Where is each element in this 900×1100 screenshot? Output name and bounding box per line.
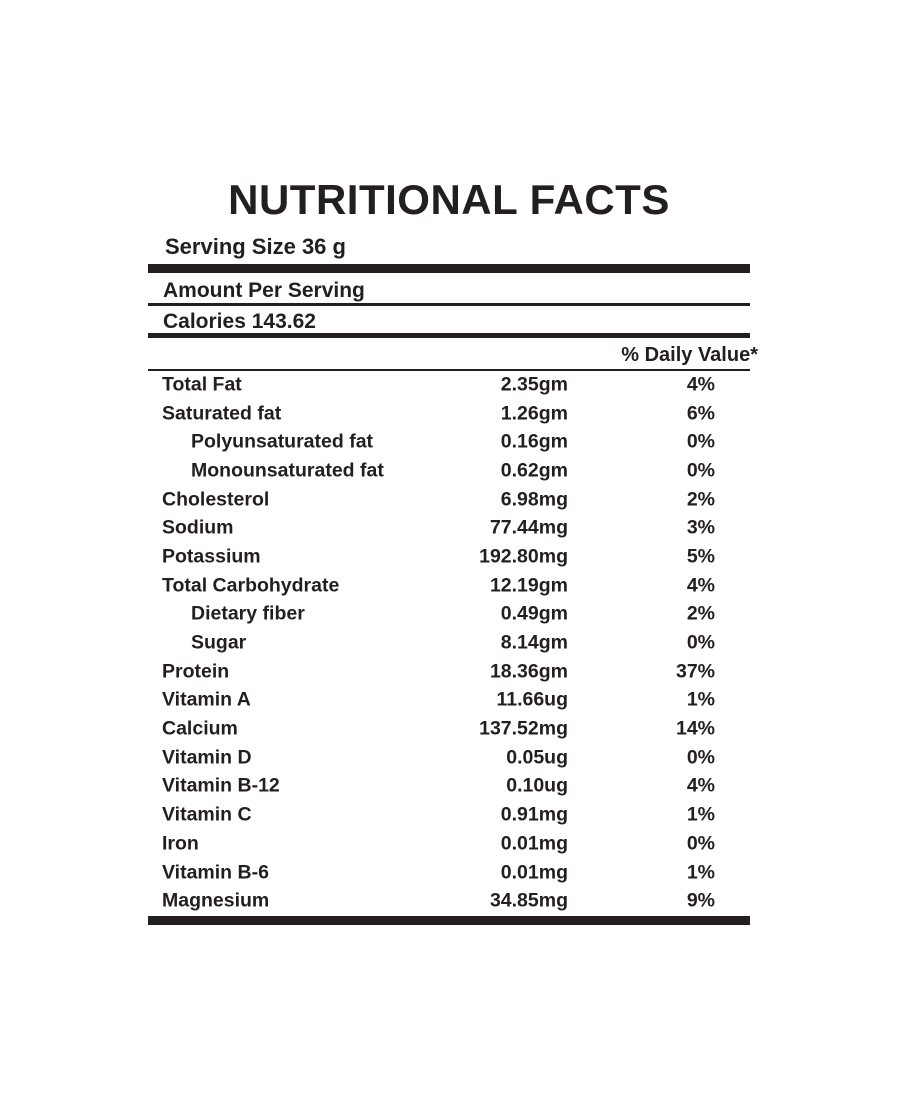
nutrient-daily-value: 3% bbox=[686, 516, 715, 539]
label-title: NUTRITIONAL FACTS bbox=[228, 176, 670, 223]
nutrient-daily-value: 1% bbox=[686, 688, 715, 711]
nutrient-amount: 18.36gm bbox=[489, 660, 568, 683]
daily-value-header: % Daily Value* bbox=[621, 343, 758, 366]
calories-text: Calories 143.62 bbox=[163, 309, 316, 333]
nutrient-amount: 0.62gm bbox=[500, 459, 568, 482]
amount-per-serving-heading: Amount Per Serving bbox=[163, 279, 365, 302]
nutrient-amount: 0.91mg bbox=[500, 803, 568, 826]
nutrient-name: Total Fat bbox=[162, 373, 242, 396]
nutrient-name: Vitamin B-6 bbox=[162, 861, 269, 884]
nutrient-daily-value: 1% bbox=[686, 803, 715, 826]
nutrient-daily-value: 0% bbox=[686, 459, 715, 482]
nutrient-daily-value: 1% bbox=[686, 861, 715, 884]
nutrient-name: Cholesterol bbox=[162, 488, 270, 511]
nutrient-row: Vitamin A 11.66ug 1% bbox=[148, 686, 750, 715]
nutrient-daily-value: 2% bbox=[686, 488, 715, 511]
nutrient-name: Sodium bbox=[162, 516, 234, 539]
nutrient-name: Dietary fiber bbox=[191, 602, 305, 625]
nutrient-daily-value: 14% bbox=[675, 717, 715, 740]
nutrient-row: Sodium 77.44mg 3% bbox=[148, 514, 750, 543]
nutrient-daily-value: 0% bbox=[686, 832, 715, 855]
nutrient-daily-value: 5% bbox=[686, 545, 715, 568]
nutrient-amount: 8.14gm bbox=[500, 631, 568, 654]
nutrient-amount: 77.44mg bbox=[489, 516, 568, 539]
separator-bar-thick-bottom bbox=[148, 915, 750, 925]
nutrient-name: Vitamin A bbox=[162, 688, 251, 711]
nutrient-name: Vitamin C bbox=[162, 803, 252, 826]
nutrient-row: Vitamin C 0.91mg 1% bbox=[148, 801, 750, 830]
nutrient-amount: 137.52mg bbox=[479, 717, 568, 740]
nutrient-amount: 11.66ug bbox=[496, 688, 568, 711]
nutrient-name: Polyunsaturated fat bbox=[191, 430, 374, 453]
nutrient-daily-value: 9% bbox=[686, 889, 715, 912]
nutrient-name: Monounsaturated fat bbox=[191, 459, 384, 482]
nutrient-amount: 12.19gm bbox=[489, 574, 568, 597]
nutrient-name: Potassium bbox=[162, 545, 261, 568]
nutrient-row: Vitamin B-6 0.01mg 1% bbox=[148, 858, 750, 887]
nutrient-row: Potassium 192.80mg 5% bbox=[148, 543, 750, 572]
nutrient-amount: 34.85mg bbox=[489, 889, 568, 912]
nutrient-amount: 0.05ug bbox=[506, 746, 568, 769]
nutrient-name: Protein bbox=[162, 660, 230, 683]
nutrient-row: Iron 0.01mg 0% bbox=[148, 830, 750, 859]
nutrient-daily-value: 4% bbox=[686, 574, 715, 597]
nutrient-row: Calcium 137.52mg 14% bbox=[148, 715, 750, 744]
nutrient-row: Dietary fiber 0.49gm 2% bbox=[148, 600, 750, 629]
separator-rule-medium bbox=[148, 332, 750, 338]
nutrient-row: Sugar 8.14gm 0% bbox=[148, 629, 750, 658]
nutrient-name: Total Carbohydrate bbox=[162, 574, 340, 597]
nutrient-amount: 192.80mg bbox=[479, 545, 568, 568]
nutrient-row: Total Fat 2.35gm 4% bbox=[148, 371, 750, 400]
nutrient-amount: 0.01mg bbox=[500, 832, 568, 855]
nutrient-name: Sugar bbox=[191, 631, 247, 654]
nutrient-row: Magnesium 34.85mg 9% bbox=[148, 887, 750, 916]
nutrient-name: Iron bbox=[162, 832, 199, 855]
nutrient-amount: 1.26gm bbox=[500, 402, 568, 425]
nutrient-name: Calcium bbox=[162, 717, 238, 740]
nutrient-row: Vitamin D 0.05ug 0% bbox=[148, 743, 750, 772]
nutrient-name: Saturated fat bbox=[162, 402, 282, 425]
nutrient-daily-value: 2% bbox=[686, 602, 715, 625]
nutrient-daily-value: 4% bbox=[686, 774, 715, 797]
nutrient-row: Saturated fat 1.26gm 6% bbox=[148, 399, 750, 428]
nutrient-daily-value: 4% bbox=[686, 373, 715, 396]
nutrient-row: Cholesterol 6.98mg 2% bbox=[148, 485, 750, 514]
nutrient-name: Magnesium bbox=[162, 889, 270, 912]
nutrient-amount: 2.35gm bbox=[500, 373, 568, 396]
nutrient-daily-value: 6% bbox=[686, 402, 715, 425]
nutrient-amount: 0.16gm bbox=[500, 430, 568, 453]
nutrient-amount: 6.98mg bbox=[500, 488, 568, 511]
nutrient-rows: Total Fat 2.35gm 4% Saturated fat 1.26gm… bbox=[148, 371, 750, 916]
separator-bar-thick-top bbox=[148, 264, 750, 273]
separator-rule-thin-2 bbox=[148, 368, 750, 371]
nutrient-amount: 0.10ug bbox=[506, 774, 568, 797]
nutrition-facts-label: NUTRITIONAL FACTS Serving Size 36 g Amou… bbox=[148, 176, 758, 925]
nutrient-daily-value: 37% bbox=[675, 660, 715, 683]
serving-size-text: Serving Size 36 g bbox=[165, 234, 346, 259]
nutrient-row: Polyunsaturated fat 0.16gm 0% bbox=[148, 428, 750, 457]
nutrient-name: Vitamin B-12 bbox=[162, 774, 280, 797]
nutrient-daily-value: 0% bbox=[686, 746, 715, 769]
nutrient-amount: 0.01mg bbox=[500, 861, 568, 884]
nutrient-row: Protein 18.36gm 37% bbox=[148, 657, 750, 686]
nutrient-daily-value: 0% bbox=[686, 631, 715, 654]
nutrient-name: Vitamin D bbox=[162, 746, 252, 769]
nutrient-row: Vitamin B-12 0.10ug 4% bbox=[148, 772, 750, 801]
nutrient-daily-value: 0% bbox=[686, 430, 715, 453]
separator-rule-thin bbox=[148, 303, 750, 306]
nutrient-row: Total Carbohydrate 12.19gm 4% bbox=[148, 571, 750, 600]
nutrient-amount: 0.49gm bbox=[500, 602, 568, 625]
nutrient-row: Monounsaturated fat 0.62gm 0% bbox=[148, 457, 750, 486]
